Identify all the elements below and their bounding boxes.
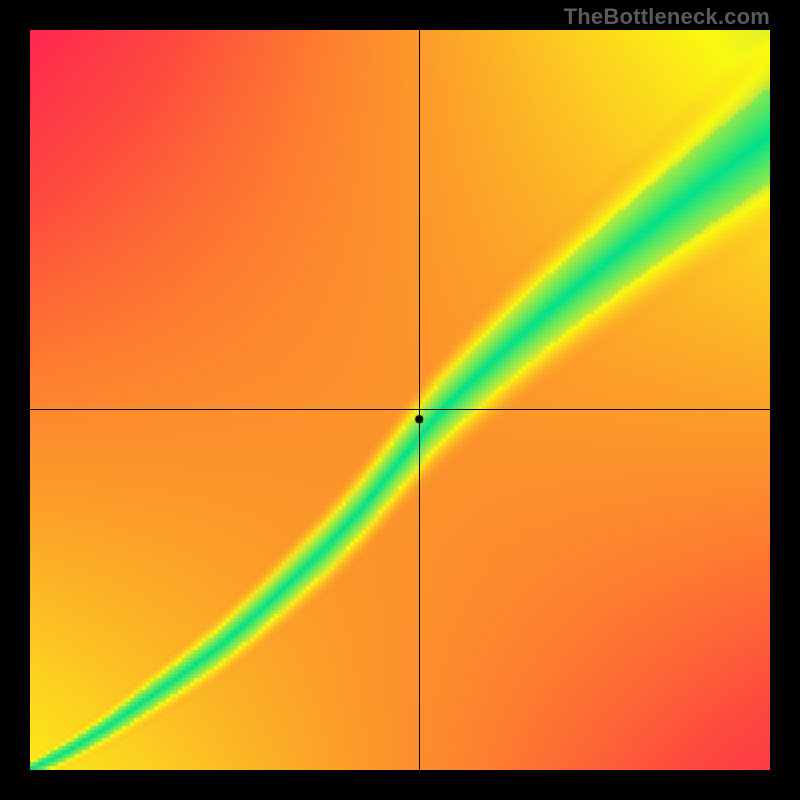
heatmap-canvas — [30, 30, 770, 770]
chart-frame: TheBottleneck.com — [0, 0, 800, 800]
watermark-text: TheBottleneck.com — [564, 4, 770, 30]
crosshair-vertical — [419, 30, 420, 770]
crosshair-horizontal — [30, 409, 770, 410]
